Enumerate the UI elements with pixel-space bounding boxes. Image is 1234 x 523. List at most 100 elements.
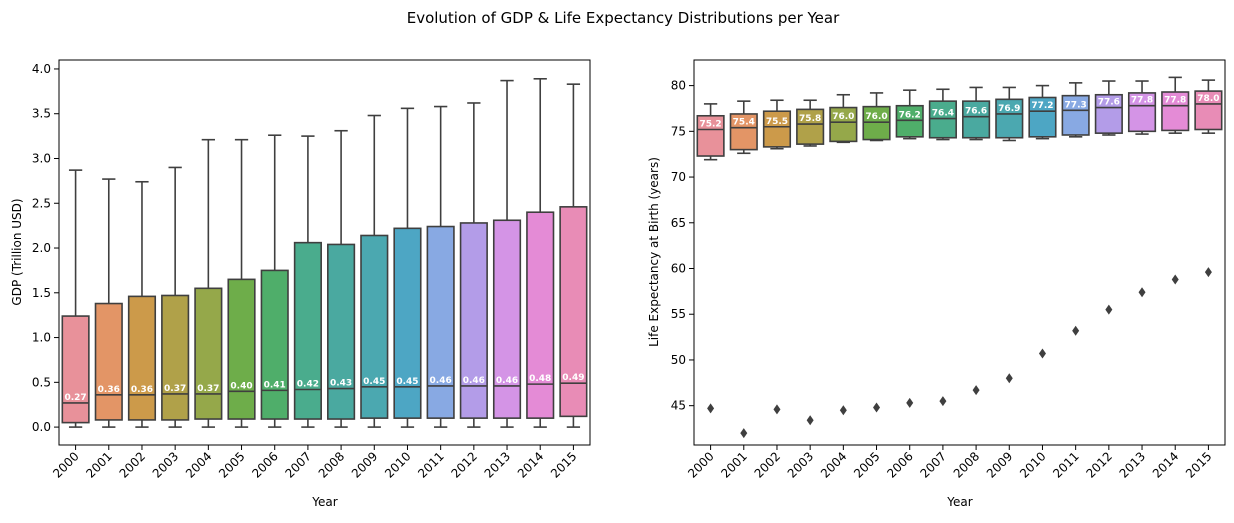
outlier-point [1105, 304, 1113, 315]
life-expectancy-y-tick-label: 60 [671, 262, 686, 276]
life-expectancy-box-2007: 76.4 [928, 88, 957, 407]
gdp-x-axis-label: Year [311, 495, 337, 509]
gdp-x-tick-label: 2001 [83, 449, 114, 480]
life-expectancy-box-2011: 77.3 [1061, 82, 1090, 336]
gdp-box-2009: 0.45 [360, 114, 389, 428]
life-expectancy-y-axis-label: Life Expectancy at Birth (years) [647, 157, 661, 347]
gdp-x-tick-label: 2015 [548, 449, 579, 480]
outlier-point [972, 385, 980, 396]
gdp-box-2005: 0.40 [227, 138, 256, 428]
life-expectancy-box-2009: 76.9 [995, 86, 1024, 384]
gdp-x-tick-label: 2014 [515, 449, 546, 480]
iqr-box [796, 108, 825, 145]
iqr-box [360, 234, 389, 419]
iqr-box [161, 294, 190, 421]
median-label: 77.8 [1131, 96, 1153, 106]
median-label: 0.36 [98, 385, 120, 395]
iqr-box [1028, 96, 1057, 138]
median-label: 77.3 [1065, 100, 1087, 110]
life-expectancy-boxplot-panel: Year Life Expectancy at Birth (years) 75… [647, 59, 1226, 509]
gdp-box-2014: 0.48 [526, 78, 555, 428]
life-expectancy-box-2014: 77.8 [1161, 76, 1190, 285]
iqr-box [829, 106, 858, 143]
gdp-y-axis-label: GDP (Trillion USD) [10, 198, 24, 305]
median-label: 77.2 [1031, 101, 1053, 111]
life-expectancy-box-2004: 76.0 [829, 93, 858, 416]
iqr-box [426, 225, 455, 419]
outlier-point [839, 405, 847, 416]
gdp-x-tick-label: 2000 [50, 449, 81, 480]
median-label: 0.41 [264, 380, 286, 390]
median-label: 0.37 [164, 384, 186, 394]
iqr-box [1161, 91, 1190, 132]
iqr-box [1094, 93, 1123, 134]
outlier-point [740, 428, 748, 439]
gdp-x-tick-label: 2013 [482, 449, 513, 480]
median-label: 76.2 [899, 110, 921, 120]
gdp-x-tick-label: 2010 [382, 449, 413, 480]
outlier-point [773, 404, 781, 415]
iqr-box [393, 227, 422, 419]
median-label: 76.9 [998, 104, 1020, 114]
iqr-box [1194, 90, 1223, 131]
outlier-point [873, 402, 881, 413]
median-label: 75.2 [699, 120, 721, 130]
life-expectancy-y-tick-label: 70 [671, 170, 686, 184]
median-label: 0.46 [463, 376, 485, 386]
iqr-box [127, 295, 157, 421]
median-label: 78.0 [1197, 94, 1219, 104]
iqr-box [995, 98, 1024, 139]
outlier-point [1204, 267, 1212, 278]
life-expectancy-x-tick-label: 2009 [984, 449, 1015, 480]
median-label: 0.40 [230, 381, 252, 391]
life-expectancy-y-tick-label: 65 [671, 216, 686, 230]
gdp-box-2004: 0.37 [194, 138, 223, 428]
median-label: 0.37 [197, 384, 219, 394]
iqr-box [94, 302, 123, 421]
gdp-y-tick-label: 1.5 [32, 286, 51, 300]
iqr-box [61, 315, 90, 424]
gdp-y-tick-label: 3.0 [32, 151, 51, 165]
gdp-y-tick-label: 2.0 [32, 241, 51, 255]
gdp-y-tick-label: 0.0 [32, 420, 51, 434]
iqr-box [492, 219, 522, 419]
iqr-box [327, 243, 356, 420]
life-expectancy-box-2008: 76.6 [962, 86, 991, 396]
gdp-box-2003: 0.37 [161, 166, 190, 428]
life-expectancy-x-tick-label: 2015 [1183, 449, 1214, 480]
median-label: 0.46 [496, 376, 518, 386]
outlier-point [1005, 373, 1013, 384]
median-label: 76.4 [932, 109, 954, 119]
life-expectancy-box-2000: 75.2 [696, 103, 725, 414]
life-expectancy-x-tick-label: 2001 [718, 449, 749, 480]
gdp-axes-frame [58, 59, 591, 446]
iqr-box [895, 104, 924, 138]
outlier-point [906, 397, 914, 408]
median-label: 75.5 [766, 117, 788, 127]
median-label: 0.45 [396, 377, 418, 387]
life-expectancy-y-tick-label: 45 [671, 399, 686, 413]
iqr-box [293, 241, 322, 420]
life-expectancy-x-tick-label: 2006 [884, 449, 915, 480]
life-expectancy-x-tick-label: 2011 [1050, 449, 1081, 480]
life-expectancy-x-axis-label: Year [946, 495, 972, 509]
gdp-box-2000: 0.27 [61, 169, 90, 428]
median-label: 0.27 [64, 393, 86, 403]
median-label: 76.6 [965, 107, 987, 117]
life-expectancy-x-tick-label: 2010 [1017, 449, 1048, 480]
gdp-x-tick-label: 2004 [183, 449, 214, 480]
iqr-box [260, 269, 289, 420]
gdp-box-2007: 0.42 [293, 135, 322, 428]
gdp-x-tick-label: 2005 [216, 449, 247, 480]
life-expectancy-x-tick-label: 2005 [851, 449, 882, 480]
life-expectancy-box-2005: 76.0 [862, 92, 891, 413]
median-label: 0.49 [562, 373, 584, 383]
life-expectancy-box-2013: 77.8 [1127, 80, 1157, 298]
iqr-box [729, 113, 758, 151]
gdp-x-tick-label: 2002 [117, 449, 148, 480]
iqr-box [526, 211, 555, 419]
gdp-box-2002: 0.36 [127, 180, 157, 428]
life-expectancy-y-tick-label: 50 [671, 353, 686, 367]
